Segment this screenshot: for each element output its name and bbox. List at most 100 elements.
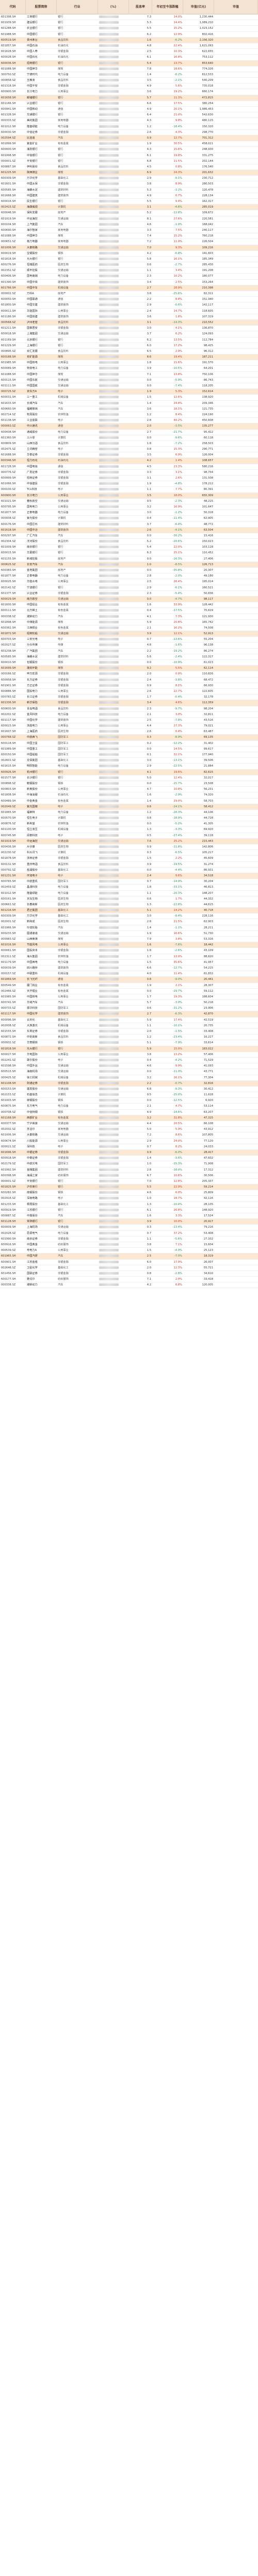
cell-empty (214, 32, 258, 37)
cell-v2: 3.3 (147, 470, 151, 474)
cell-industry: 食品饮料 (58, 707, 69, 710)
cell-industry: 公用事业 (58, 788, 69, 791)
cell-v2: 0.8 (147, 1272, 151, 1275)
cell-v2: 5.7 (147, 96, 151, 99)
cell-name: 苏泊尔 (27, 1128, 35, 1131)
cell-v2: 7.1 (147, 1278, 151, 1281)
cell-industry: 传媒 (58, 643, 63, 647)
cell-name: 恒生电子 (27, 817, 38, 820)
cell-v3: 12.6% (173, 396, 182, 399)
cell-empty (214, 862, 258, 867)
cell-code: 601598.SH (1, 1064, 16, 1068)
cell-empty (214, 1115, 258, 1121)
cell-empty (214, 954, 258, 959)
cell-v2: 1.1 (147, 1237, 151, 1241)
redacted-value (99, 661, 119, 664)
cell-empty (214, 1040, 258, 1045)
cell-redacted (98, 729, 129, 734)
redacted-value (99, 713, 119, 716)
cell-v2: 1.1 (147, 1024, 151, 1027)
table-row: 601800.SH 中国交建 建筑装饰 2.9 -0.6% 142,117 (0, 302, 258, 309)
cell-empty (214, 262, 258, 267)
table-row: 600036.SH 招商银行 银行 5.4 13.7% 853,640 (0, 60, 258, 66)
table-row: 600377.SH 宁沪高速 交通运输 4.4 20.5% 66,108 (0, 1121, 258, 1127)
cell-v3: 18.7% (173, 1197, 182, 1200)
cell-code: 600900.SH (1, 90, 16, 94)
cell-v3: -13.6% (172, 638, 182, 641)
cell-v3: 23.3% (173, 465, 182, 468)
cell-code: 601009.SH (1, 546, 16, 549)
cell-industry: 公用事业 (58, 995, 69, 998)
cell-name: 大秦铁路 (27, 246, 38, 249)
cell-v4: 6,920 (205, 1099, 213, 1103)
cell-v4: 151,940 (202, 298, 213, 301)
cell-v3: -10.1% (172, 1024, 182, 1027)
redacted-value (99, 96, 119, 99)
cell-v2: 1.6 (147, 1214, 151, 1217)
cell-v3: -5.9% (174, 378, 182, 382)
cell-v3: 14.4% (173, 21, 182, 25)
cell-empty (214, 309, 258, 314)
table-row: 002241.SZ 歌尔股份 电子 0.4 -4.2% 71,529 (0, 1058, 258, 1064)
cell-v4: 760,218 (202, 234, 213, 238)
cell-empty (214, 141, 258, 146)
table-row: 000876.SZ 新希望 农林牧渔 0.0 -5.2% 41,305 (0, 821, 258, 827)
cell-name: 天齐锂业 (27, 989, 38, 993)
cell-v4: 69,920 (203, 828, 213, 832)
cell-name: 上海机场 (27, 1226, 38, 1229)
redacted-value (99, 667, 119, 670)
cell-v4: 61,832 (203, 972, 213, 976)
cell-v4: 121,735 (202, 407, 213, 411)
cell-redacted (98, 1115, 129, 1121)
cell-code: 601872.SH (1, 632, 16, 636)
cell-code: 601117.SH (1, 1012, 16, 1016)
cell-v3: 24.3% (173, 171, 182, 175)
cell-redacted (98, 395, 129, 400)
table-row: 600176.SH 中国巨石 建筑材料 3.7 -6.4% 48,772 (0, 522, 258, 528)
cell-v2: 1.1 (147, 891, 151, 895)
cell-redacted (98, 1075, 129, 1080)
cell-v3: 16.2% (173, 626, 182, 630)
cell-v4: 20,441 (203, 978, 213, 981)
cell-redacted (98, 689, 129, 694)
cell-v2: 2.4 (147, 874, 151, 877)
cell-empty (214, 625, 258, 631)
cell-code: 601138.SH (1, 419, 16, 422)
cell-v4: 124,093 (202, 332, 213, 336)
cell-name: 国电电力 (27, 505, 38, 509)
redacted-value (99, 355, 119, 359)
cell-empty (214, 965, 258, 971)
table-row: 601233.SH 桐昆股份 基础化工 1.3 -10.4% 28,105 (0, 1202, 258, 1208)
cell-name: 常熟银行 (27, 1220, 38, 1224)
cell-redacted (98, 107, 129, 112)
cell-name: 平安银行 (27, 159, 38, 163)
cell-name: 长安汽车 (27, 563, 38, 566)
cell-v3: 3.3% (175, 1214, 182, 1217)
cell-industry: 家用电器 (58, 1128, 69, 1131)
cell-empty (214, 366, 258, 371)
redacted-value (99, 1191, 119, 1194)
cell-empty (214, 937, 258, 942)
cell-redacted (98, 124, 129, 129)
cell-empty (214, 631, 258, 636)
cell-industry: 交通运输 (58, 499, 69, 503)
cell-industry: 机械设备 (58, 1024, 69, 1027)
cell-industry: 汽车 (58, 615, 63, 618)
cell-name: 贵州茅台 (27, 38, 38, 42)
cell-name: 农业银行 (27, 27, 38, 30)
cell-redacted (98, 337, 129, 343)
table-row: 600111.SH 北方稀土 有色金属 0.4 -17.5% 70,619 (0, 608, 258, 614)
redacted-value (99, 931, 119, 935)
cell-v4: 98,117 (203, 597, 213, 601)
cell-v2: 0.7 (147, 638, 151, 641)
cell-v3: 18.1% (173, 407, 182, 411)
cell-redacted (98, 349, 129, 354)
cell-code: 601328.SH (1, 113, 16, 117)
cell-industry: 交通运输 (58, 384, 69, 387)
cell-redacted (98, 1253, 129, 1259)
cell-code: 601615.SH (1, 765, 16, 768)
cell-empty (214, 649, 258, 654)
cell-v2: 0.9 (147, 845, 151, 849)
cell-redacted (98, 1231, 129, 1236)
table-row: 601003.SH 柳钢股份 钢铁 0.0 -12.5% 6,920 (0, 1098, 258, 1104)
